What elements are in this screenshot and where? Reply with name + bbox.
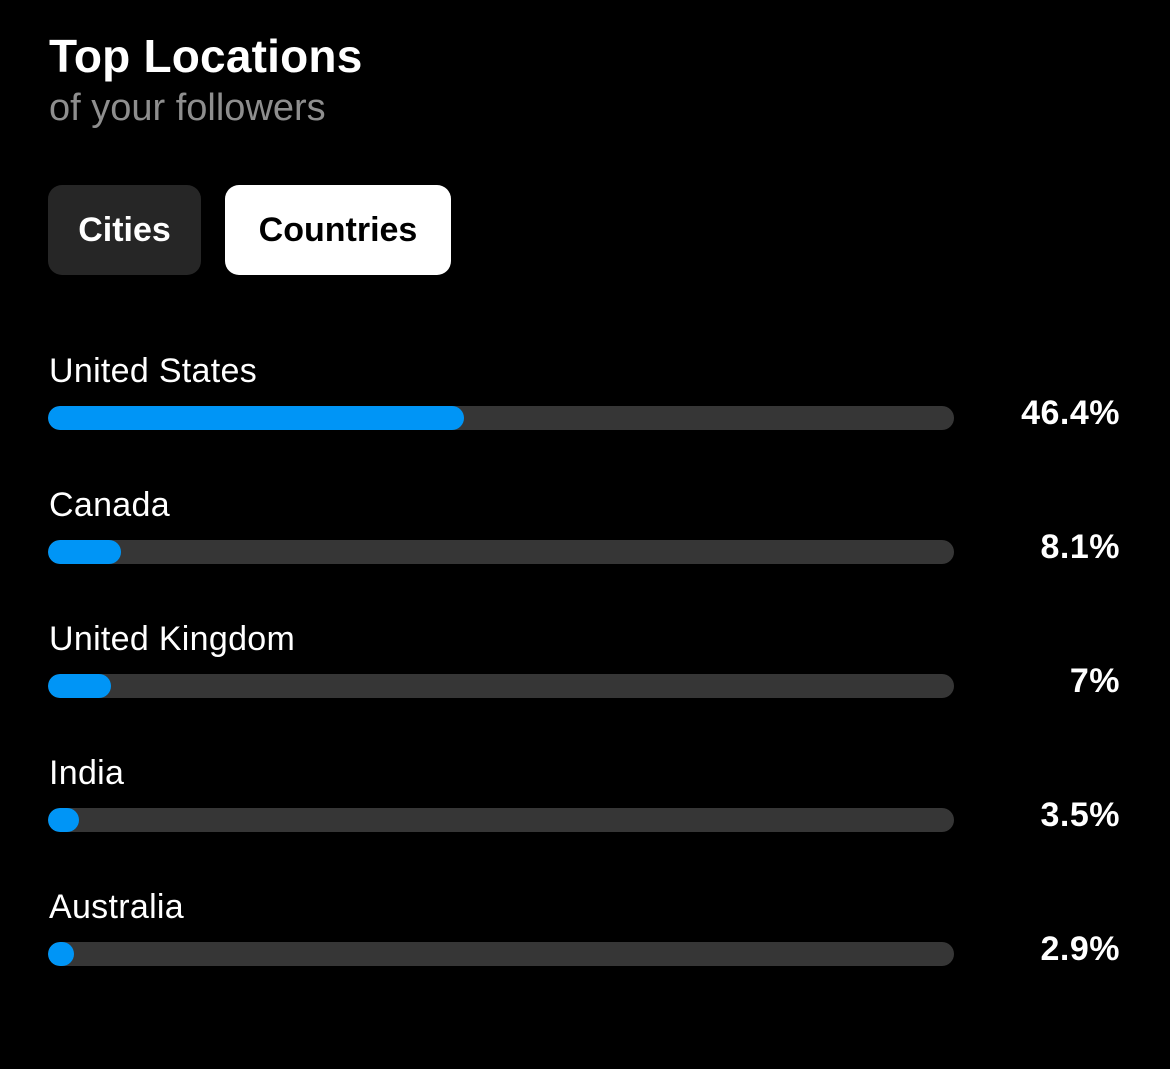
location-percent: 46.4%: [1021, 394, 1120, 432]
percent-bar-fill: [48, 808, 80, 832]
location-row: Canada 8.1%: [48, 478, 1120, 612]
location-name: Canada: [49, 486, 170, 524]
location-row: United Kingdom 7%: [48, 612, 1120, 746]
location-percent: 8.1%: [1040, 528, 1120, 566]
percent-bar-track: [48, 808, 954, 832]
location-name: India: [49, 754, 125, 792]
percent-bar-fill: [48, 406, 465, 430]
percent-bar-fill: [48, 540, 121, 564]
percent-bar-track: [48, 406, 954, 430]
location-row: Australia 2.9%: [48, 880, 1120, 1014]
location-percent: 3.5%: [1040, 796, 1120, 834]
section-subtitle: of your followers: [49, 87, 326, 129]
location-percent: 7%: [1069, 662, 1120, 700]
percent-bar-track: [48, 674, 954, 698]
location-type-tabs: Cities Countries: [48, 185, 451, 275]
section-title: Top Locations: [49, 30, 363, 82]
tab-cities[interactable]: Cities: [48, 185, 201, 275]
section-header: Top Locations of your followers: [49, 28, 363, 134]
tab-countries[interactable]: Countries: [225, 185, 451, 275]
percent-bar-fill: [48, 674, 111, 698]
percent-bar-track: [48, 942, 954, 966]
locations-list: United States 46.4% Canada 8.1% United K…: [48, 344, 1120, 1014]
location-name: Australia: [49, 888, 184, 926]
location-row: United States 46.4%: [48, 344, 1120, 478]
percent-bar-track: [48, 540, 954, 564]
location-row: India 3.5%: [48, 746, 1120, 880]
location-name: United Kingdom: [49, 620, 296, 658]
location-percent: 2.9%: [1040, 930, 1120, 968]
percent-bar-fill: [48, 942, 74, 966]
location-name: United States: [49, 352, 258, 390]
